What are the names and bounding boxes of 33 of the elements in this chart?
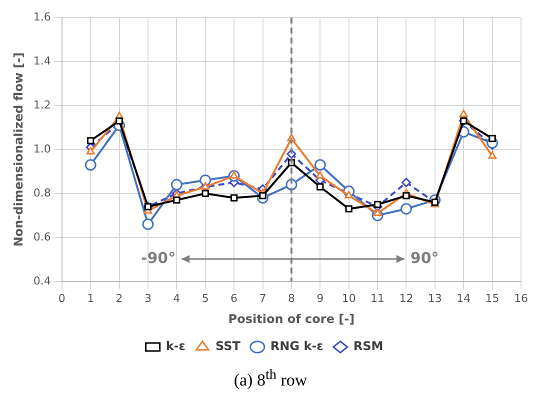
- x-tick-label: 13: [428, 292, 442, 305]
- x-tick-label: 9: [316, 292, 324, 305]
- y-tick-label: 1.6: [33, 10, 51, 24]
- y-tick-label: 1.0: [33, 142, 51, 156]
- y-tick-label: 0.4: [33, 274, 51, 288]
- x-tick-label: 8: [288, 292, 295, 305]
- x-tick-label: 2: [116, 292, 123, 305]
- x-tick-label: 5: [202, 292, 209, 305]
- x-tick-label: 15: [485, 292, 500, 305]
- x-tick-label: 12: [399, 292, 414, 305]
- x-tick-label: 10: [342, 292, 356, 305]
- legend-label: k-ε: [166, 339, 186, 354]
- legend-label: SST: [215, 339, 242, 354]
- x-tick-label: 7: [259, 292, 266, 305]
- text: (a) 8$^{th}$ row: [232, 367, 308, 391]
- y-tick-label: 1.4: [33, 54, 51, 68]
- x-tick-label: 16: [514, 292, 528, 305]
- x-tick-label: 3: [144, 292, 152, 305]
- x-tick-label: 4: [173, 292, 180, 305]
- y-tick-label: 1.2: [33, 98, 51, 112]
- y-tick-label: 0.8: [33, 186, 51, 200]
- legend-label: RSM: [353, 339, 384, 354]
- y-tick-label: 0.6: [33, 230, 51, 244]
- x-tick-label: 6: [230, 292, 238, 305]
- annotation: -90°: [141, 248, 176, 267]
- annotation: 90°: [410, 248, 439, 267]
- x-tick-label: 11: [370, 292, 385, 305]
- x-tick-label: 0: [58, 292, 66, 305]
- legend-label: RNG k-ε: [270, 339, 324, 354]
- y-axis-title: Non-dimensionalized flow [-]: [11, 52, 26, 247]
- x-tick-label: 1: [87, 292, 94, 305]
- x-tick-label: 14: [456, 292, 471, 305]
- x-axis-title: Position of core [-]: [228, 312, 355, 326]
